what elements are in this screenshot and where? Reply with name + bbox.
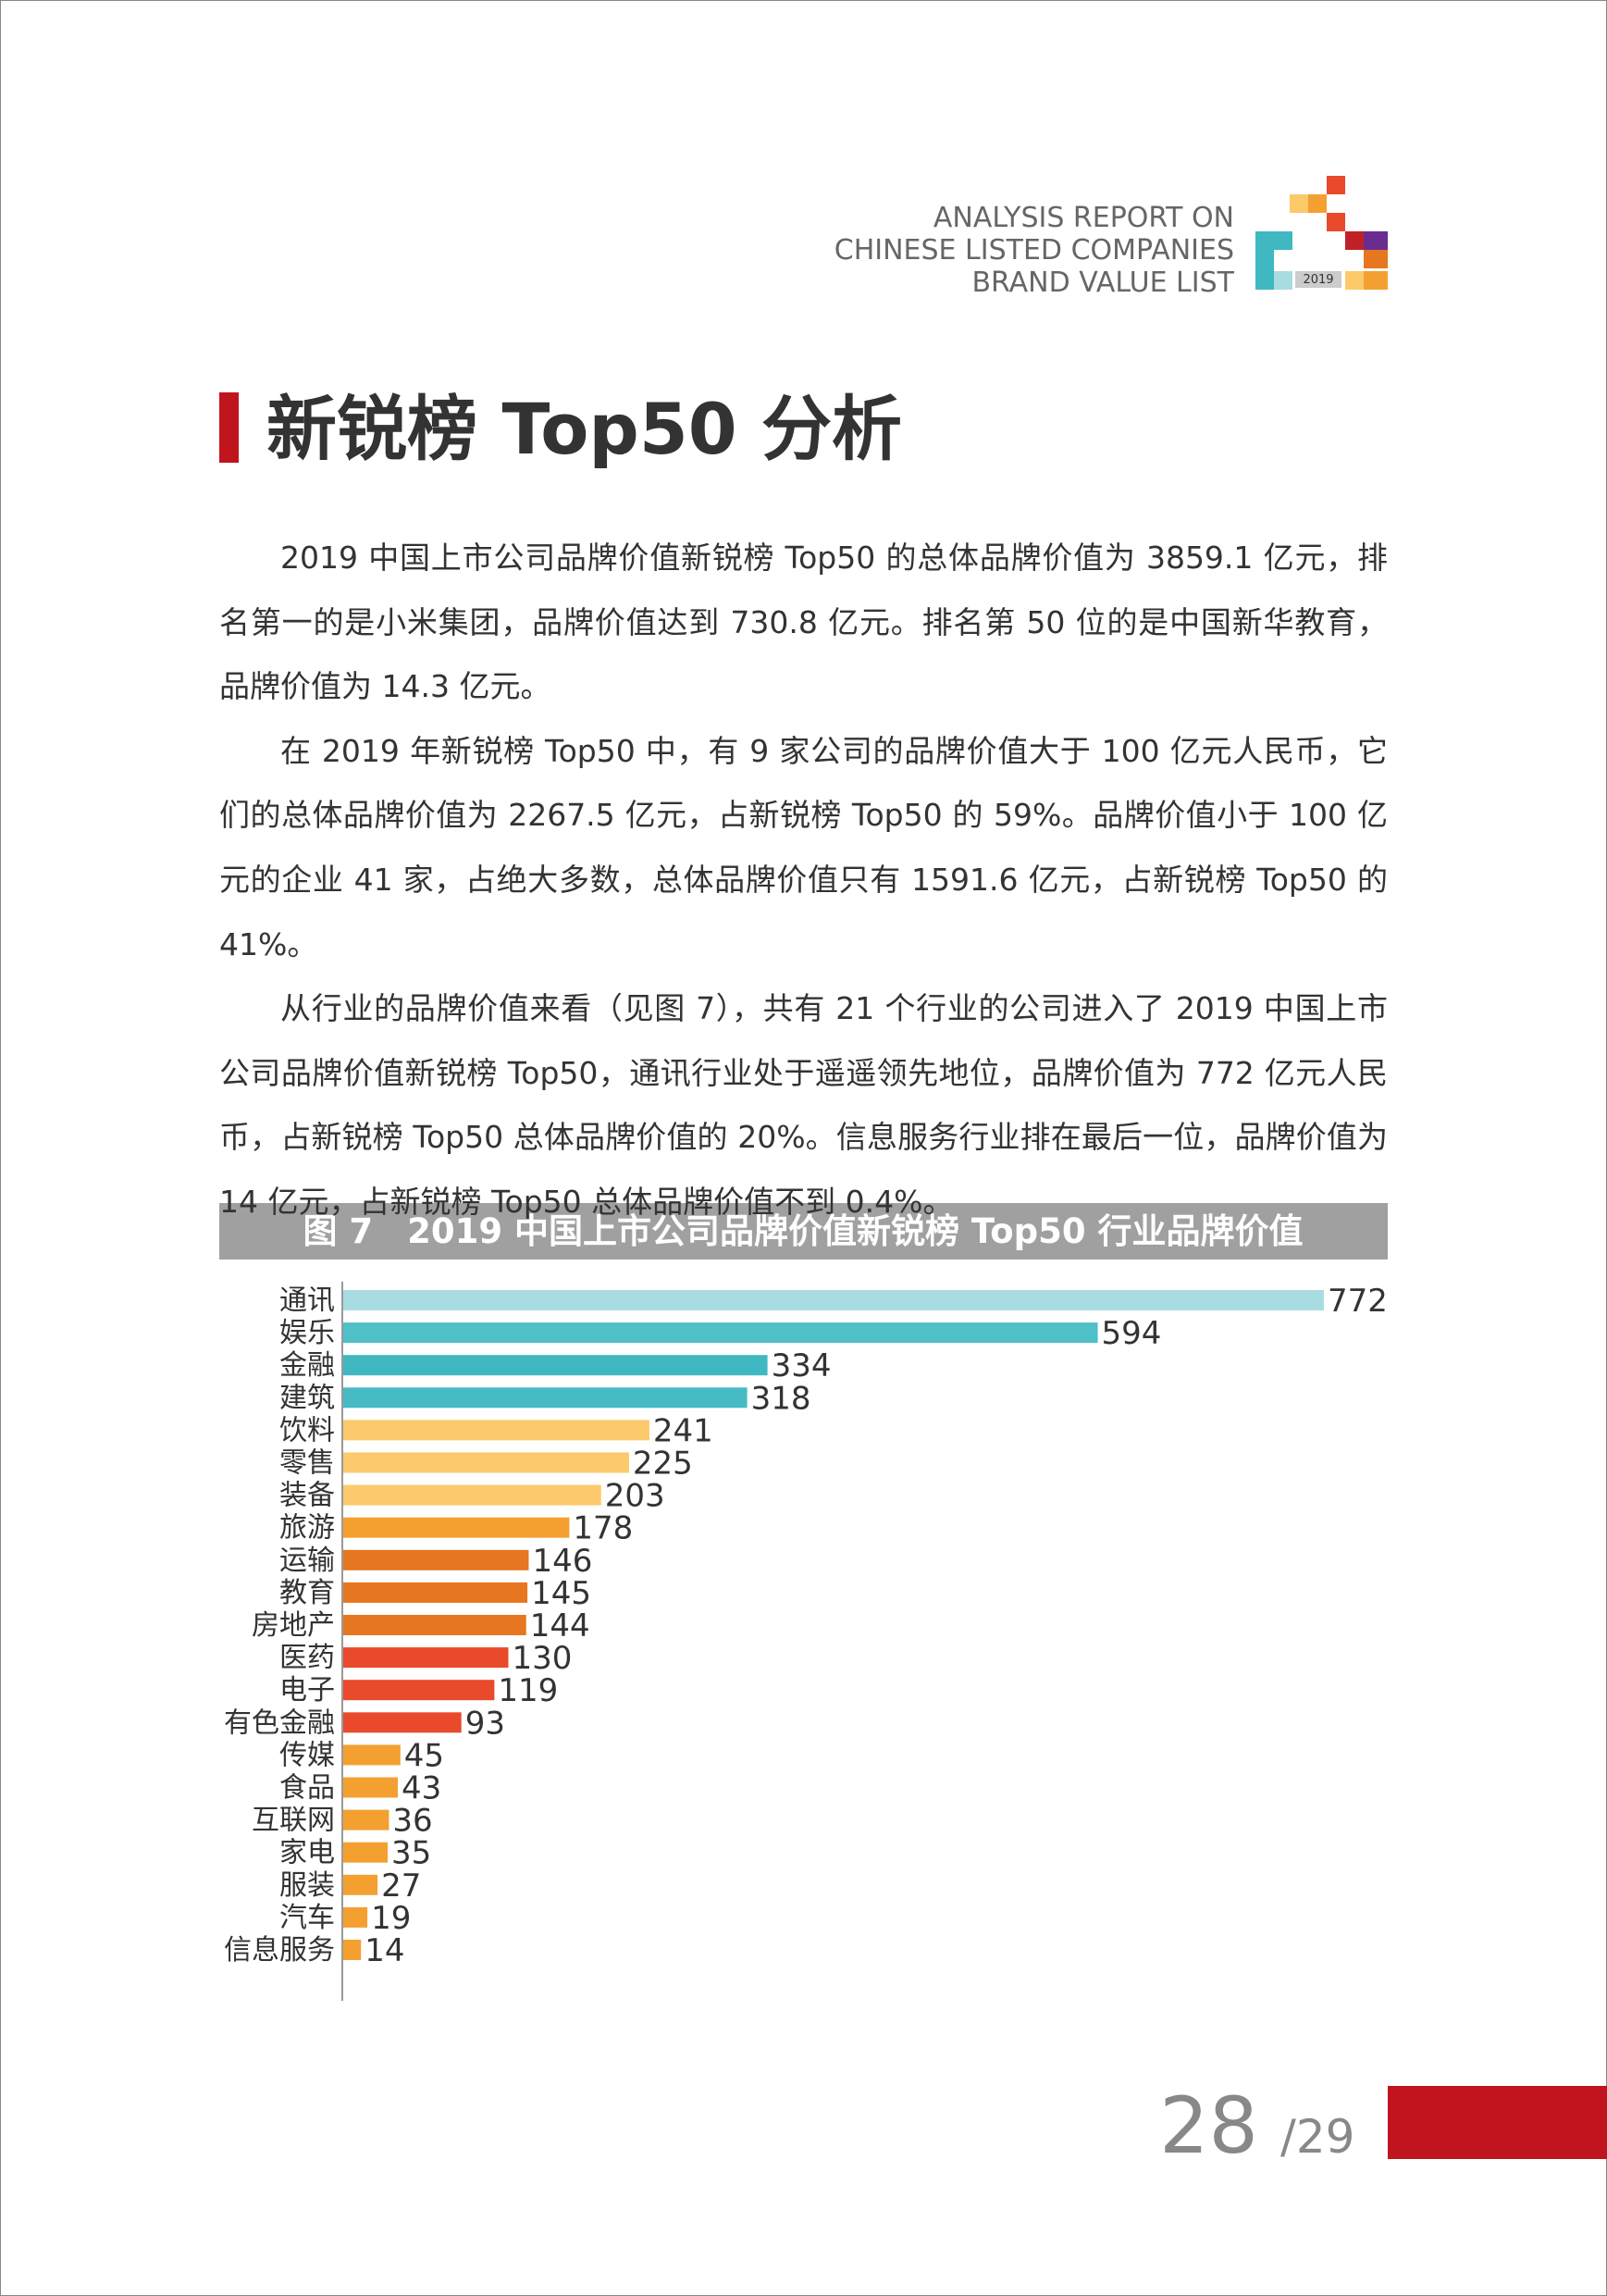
category-label: 服装 — [279, 1869, 335, 1902]
bar — [343, 1387, 748, 1409]
title-bar — [219, 392, 239, 463]
category-label: 电子 — [279, 1674, 335, 1706]
category-label: 饮料 — [279, 1414, 335, 1446]
value-label: 45 — [404, 1737, 444, 1774]
category-label: 汽车 — [279, 1902, 335, 1934]
header: ANALYSIS REPORT ON CHINESE LISTED COMPAN… — [834, 202, 1235, 299]
category-label: 运输 — [279, 1545, 335, 1577]
category-label: 医药 — [279, 1642, 335, 1674]
value-label: 19 — [371, 1900, 411, 1937]
section-title: 新锐榜 Top50 分析 — [266, 388, 902, 470]
body-text: 2019 中国上市公司品牌价值新锐榜 Top50 的总体品牌价值为 3859.1… — [219, 526, 1388, 1235]
header-line: BRAND VALUE LIST — [971, 267, 1234, 299]
value-label: 43 — [402, 1770, 441, 1807]
value-label: 146 — [532, 1543, 592, 1580]
bar — [343, 1290, 1324, 1310]
category-label: 金融 — [279, 1349, 335, 1382]
category-label: 家电 — [279, 1837, 335, 1869]
bar — [343, 1680, 495, 1701]
bar — [343, 1615, 526, 1635]
value-label: 36 — [392, 1803, 432, 1840]
value-label: 203 — [605, 1478, 665, 1515]
category-label: 传媒 — [279, 1739, 335, 1771]
bar — [343, 1452, 629, 1473]
paragraph: 2019 中国上市公司品牌价值新锐榜 Top50 的总体品牌价值为 3859.1… — [219, 540, 1388, 705]
bar — [343, 1647, 509, 1669]
value-label: 318 — [751, 1380, 811, 1417]
value-label: 178 — [573, 1510, 633, 1547]
bar — [343, 1940, 362, 1960]
bar — [343, 1517, 570, 1538]
category-label: 旅游 — [279, 1512, 335, 1545]
category-label: 装备 — [279, 1480, 335, 1512]
category-label: 通讯 — [279, 1285, 335, 1317]
bar — [343, 1906, 368, 1928]
header-line: ANALYSIS REPORT ON — [933, 202, 1234, 234]
value-label: 772 — [1328, 1283, 1388, 1320]
value-label: 35 — [391, 1835, 431, 1872]
value-label: 145 — [531, 1575, 591, 1612]
category-label: 互联网 — [252, 1805, 335, 1837]
category-label: 零售 — [279, 1447, 335, 1480]
bar — [343, 1712, 462, 1733]
bar — [343, 1582, 528, 1603]
bar — [343, 1420, 649, 1441]
chart: 通讯 772 娱乐 594 金融 334 建筑 318 饮料 241 零售 225 装备 203 旅游 178… — [224, 1283, 1388, 1969]
paragraph: 从行业的品牌价值来看（见图 7），共有 21 个行业的公司进入了 2019 中国… — [219, 990, 1388, 1220]
value-label: 93 — [465, 1705, 505, 1742]
bar — [343, 1549, 529, 1570]
chart-title-bar — [219, 1203, 1388, 1260]
value-label: 334 — [772, 1347, 832, 1384]
bar — [343, 1777, 399, 1798]
category-label: 信息服务 — [224, 1934, 335, 1967]
bar — [343, 1744, 401, 1766]
bar — [343, 1484, 601, 1506]
category-label: 教育 — [279, 1577, 335, 1609]
value-label: 27 — [381, 1868, 421, 1905]
value-label: 225 — [633, 1446, 693, 1483]
paragraph: 在 2019 年新锐榜 Top50 中，有 9 家公司的品牌价值大于 100 亿… — [219, 732, 1388, 962]
value-label: 594 — [1102, 1315, 1162, 1352]
header-line: CHINESE LISTED COMPANIES — [834, 234, 1234, 267]
bar — [343, 1842, 389, 1863]
value-label: 144 — [530, 1607, 590, 1644]
category-label: 有色金融 — [224, 1706, 335, 1739]
page-tab — [1388, 2086, 1607, 2159]
value-label: 14 — [365, 1932, 404, 1969]
value-label: 130 — [512, 1640, 572, 1677]
category-label: 娱乐 — [279, 1317, 335, 1349]
bar — [343, 1874, 378, 1895]
category-label: 食品 — [279, 1772, 335, 1805]
chart-title: 图 7 2019 中国上市公司品牌价值新锐榜 Top50 行业品牌价值 — [303, 1211, 1304, 1251]
bar — [343, 1355, 768, 1376]
logo-year: 2019 — [1303, 273, 1333, 287]
category-label: 建筑 — [279, 1382, 335, 1414]
logo: 2019 — [1255, 176, 1388, 290]
category-label: 房地产 — [252, 1609, 335, 1642]
bar — [343, 1809, 389, 1831]
page-total: /29 — [1280, 2110, 1354, 2164]
bar — [343, 1322, 1098, 1344]
value-label: 241 — [653, 1412, 713, 1449]
value-label: 119 — [498, 1672, 558, 1709]
page-number: 28 — [1159, 2080, 1258, 2171]
